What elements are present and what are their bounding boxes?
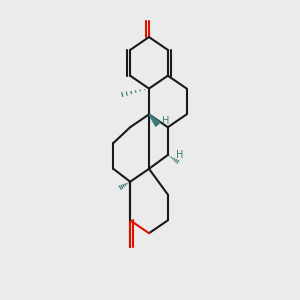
Polygon shape [149, 114, 160, 126]
Text: H: H [162, 116, 169, 126]
Text: H: H [176, 150, 183, 160]
